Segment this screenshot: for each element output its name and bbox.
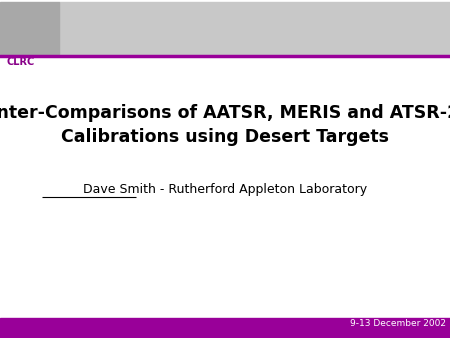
Text: Dave Smith: Dave Smith xyxy=(225,183,298,196)
Bar xyxy=(0,2,58,54)
Bar xyxy=(58,2,450,54)
Text: AATSR Calibration Using Deserts: AATSR Calibration Using Deserts xyxy=(4,308,152,317)
Text: Dave Smith - Rutherford Appleton Laboratory: Dave Smith - Rutherford Appleton Laborat… xyxy=(83,183,367,196)
Text: CLRC: CLRC xyxy=(7,57,35,67)
Text: Dave Smith - Rutherford Appleton Laboratory: Dave Smith - Rutherford Appleton Laborat… xyxy=(83,183,367,196)
Text: ENVISAT Validation Review
9-13 December 2002: ENVISAT Validation Review 9-13 December … xyxy=(324,308,446,328)
Text: Inter-Comparisons of AATSR, MERIS and ATSR-2
Calibrations using Desert Targets: Inter-Comparisons of AATSR, MERIS and AT… xyxy=(0,104,450,146)
Bar xyxy=(0,318,450,338)
